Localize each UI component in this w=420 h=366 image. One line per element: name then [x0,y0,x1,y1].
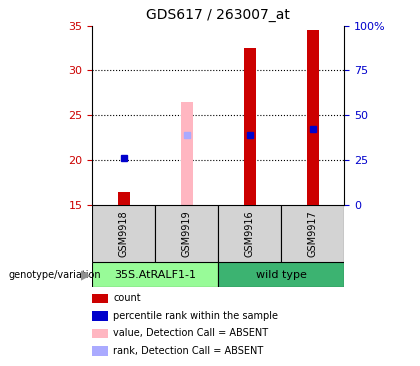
Bar [281,205,344,262]
Bar [92,205,155,262]
Bar [92,262,218,287]
Bar [244,48,256,205]
Text: ▶: ▶ [81,268,91,281]
Bar [181,102,193,205]
Text: 35S.AtRALF1-1: 35S.AtRALF1-1 [114,269,197,280]
Text: genotype/variation: genotype/variation [8,269,101,280]
Bar [155,205,218,262]
Text: GSM9918: GSM9918 [119,210,129,257]
Text: GSM9916: GSM9916 [245,210,255,257]
Bar [118,191,129,205]
Text: GSM9919: GSM9919 [182,210,192,257]
Text: percentile rank within the sample: percentile rank within the sample [113,311,278,321]
Bar [307,30,319,205]
Bar [218,262,344,287]
Text: value, Detection Call = ABSENT: value, Detection Call = ABSENT [113,328,268,339]
Text: count: count [113,293,141,303]
Text: rank, Detection Call = ABSENT: rank, Detection Call = ABSENT [113,346,264,356]
Bar [218,205,281,262]
Text: wild type: wild type [256,269,307,280]
Title: GDS617 / 263007_at: GDS617 / 263007_at [147,8,290,22]
Text: GSM9917: GSM9917 [308,210,318,257]
